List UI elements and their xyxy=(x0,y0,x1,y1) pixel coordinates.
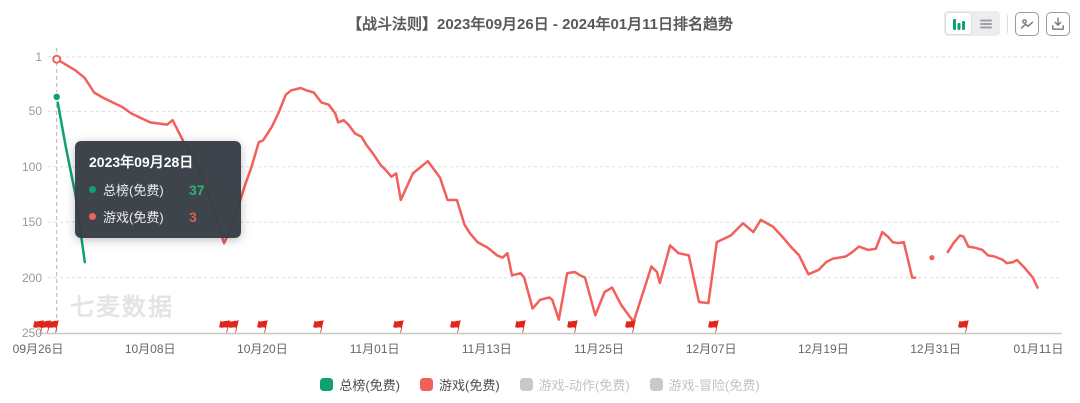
tooltip: 2023年09月28日 总榜(免费) 37 游戏(免费) 3 xyxy=(75,141,241,238)
series-dot-icon xyxy=(89,186,96,193)
controls-divider xyxy=(1007,14,1008,33)
y-axis-label: 1 xyxy=(35,50,42,64)
legend-label: 总榜(免费) xyxy=(339,378,400,393)
legend-label: 游戏-动作(免费) xyxy=(538,378,630,393)
x-axis-label: 11月01日 xyxy=(349,342,400,356)
x-axis-label: 01月11日 xyxy=(1013,342,1064,356)
x-axis-label: 12月19日 xyxy=(798,342,849,356)
chart-controls xyxy=(944,11,1070,36)
legend-item[interactable]: 总榜(免费) xyxy=(320,375,400,394)
bar-chart-icon xyxy=(952,18,965,30)
event-flag-icon[interactable]: ⚑ xyxy=(445,315,465,338)
watermark: 七麦数据 xyxy=(70,294,174,321)
event-flag-icon[interactable]: ⚑ xyxy=(620,315,640,338)
y-axis-label: 50 xyxy=(28,104,42,119)
tooltip-date: 2023年09月28日 xyxy=(89,154,194,170)
chart-title: 【战斗法则】2023年09月26日 - 2024年01月11日排名趋势 xyxy=(347,16,733,33)
x-axis-label: 10月20日 xyxy=(237,342,288,356)
chart-view-button[interactable] xyxy=(946,13,971,34)
highlight-dot-overall xyxy=(51,92,62,102)
save-image-button[interactable] xyxy=(1015,11,1039,36)
y-axis-label: 250 xyxy=(21,326,42,341)
event-flag-icon[interactable]: ⚑ xyxy=(43,315,63,338)
series-point[interactable] xyxy=(929,255,935,261)
x-axis-label: 09月26日 xyxy=(12,342,64,356)
legend-swatch-icon xyxy=(320,378,334,391)
event-flag-icon[interactable]: ⚑ xyxy=(703,315,723,338)
legend-item[interactable]: 游戏-动作(免费) xyxy=(519,375,630,394)
event-flag-icon[interactable]: ⚑ xyxy=(388,315,408,338)
tooltip-row: 总榜(免费) 37 xyxy=(89,180,227,199)
legend-label: 游戏(免费) xyxy=(439,378,500,393)
x-axis-label: 10月08日 xyxy=(124,342,176,356)
tooltip-series-label: 总榜(免费) xyxy=(103,183,164,198)
view-toggle xyxy=(944,11,1000,36)
x-axis-label: 12月31日 xyxy=(910,342,961,356)
tooltip-row: 游戏(免费) 3 xyxy=(89,207,227,226)
legend-item[interactable]: 游戏-冒险(免费) xyxy=(649,375,760,394)
series-line[interactable] xyxy=(55,57,917,324)
event-flag-icon[interactable]: ⚑ xyxy=(953,315,973,338)
legend-item[interactable]: 游戏(免费) xyxy=(420,375,500,394)
table-view-button[interactable] xyxy=(973,13,998,34)
series-line[interactable] xyxy=(946,234,1039,289)
x-axis-label: 11月13日 xyxy=(461,342,512,356)
highlight-dot-game xyxy=(52,54,62,64)
download-button[interactable] xyxy=(1046,11,1070,36)
tooltip-series-value: 3 xyxy=(189,208,197,225)
image-icon xyxy=(1020,18,1034,29)
legend-swatch-icon xyxy=(519,378,533,391)
x-axis-label: 12月07日 xyxy=(685,342,737,356)
event-flag-icon[interactable]: ⚑ xyxy=(562,315,582,338)
y-axis-label: 200 xyxy=(21,270,42,285)
tooltip-series-value: 37 xyxy=(189,181,205,198)
legend-swatch-icon xyxy=(649,378,663,391)
download-icon xyxy=(1052,17,1064,30)
list-icon xyxy=(979,19,992,28)
event-flag-icon[interactable]: ⚑ xyxy=(308,315,328,338)
x-axis-label: 11月25日 xyxy=(574,342,624,356)
legend: 总榜(免费) 游戏(免费) 游戏-动作(免费) 游戏-冒险(免费) xyxy=(0,375,1080,394)
y-axis-label: 100 xyxy=(21,159,42,174)
legend-label: 游戏-冒险(免费) xyxy=(668,378,760,393)
legend-swatch-icon xyxy=(420,378,433,391)
y-axis-label: 150 xyxy=(21,215,42,230)
tooltip-series-label: 游戏(免费) xyxy=(103,210,164,225)
series-dot-icon xyxy=(89,213,96,220)
